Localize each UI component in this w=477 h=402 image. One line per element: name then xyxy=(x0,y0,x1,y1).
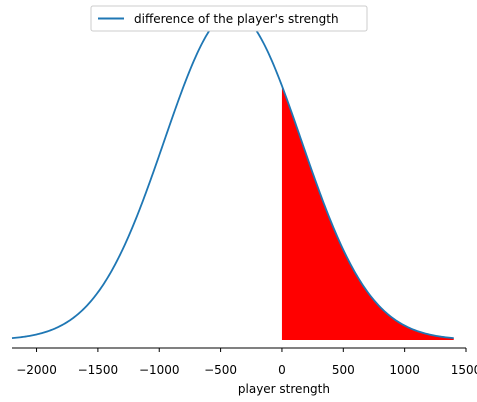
legend-label: difference of the player's strength xyxy=(134,12,339,26)
legend-box xyxy=(90,5,368,32)
plot-area xyxy=(11,11,454,340)
x-tick-label: −1500 xyxy=(78,363,119,377)
x-tick-label: −2000 xyxy=(16,363,57,377)
x-axis-label: player strength xyxy=(238,382,330,396)
x-tick-label: 1000 xyxy=(389,363,420,377)
series-line xyxy=(11,11,454,340)
x-axis: −2000 −1500 −1000 −500 0 500 1000 1500 player s… xyxy=(12,347,477,396)
x-tick-label: 0 xyxy=(278,363,286,377)
legend: difference of the player's strength xyxy=(90,5,368,32)
x-tick-label: 500 xyxy=(332,363,355,377)
x-tick-label: −1000 xyxy=(139,363,180,377)
shaded-area xyxy=(281,85,454,340)
x-ticks: −2000 −1500 −1000 −500 0 500 1000 1500 xyxy=(16,348,477,377)
x-tick-label: 1500 xyxy=(451,363,477,377)
x-tick-label: −500 xyxy=(204,363,237,377)
